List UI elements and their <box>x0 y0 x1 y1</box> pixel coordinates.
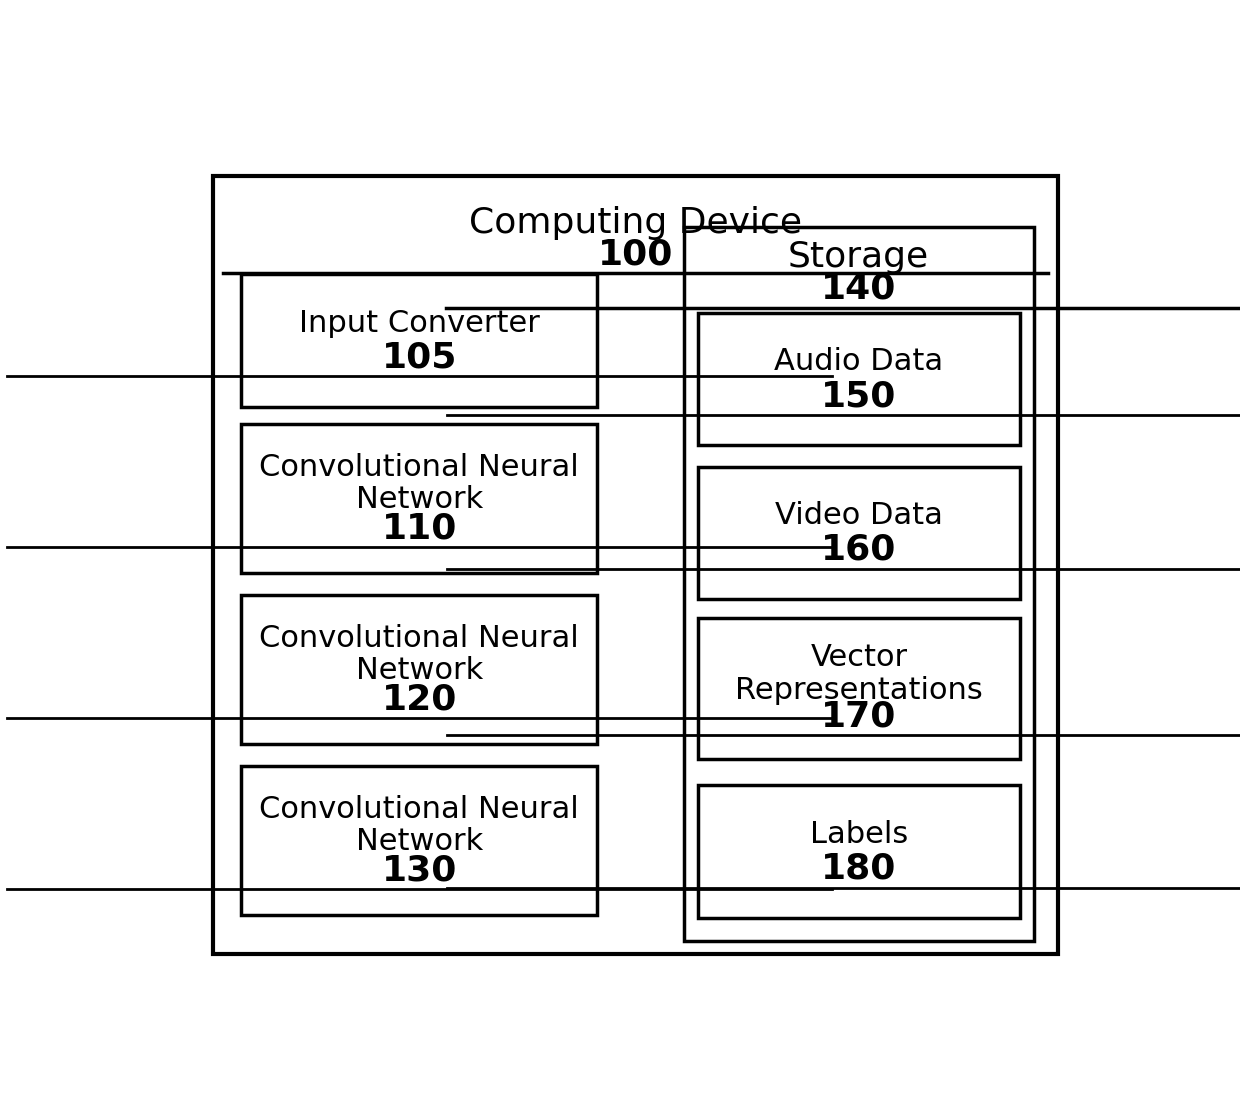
Text: Convolutional Neural: Convolutional Neural <box>259 453 579 482</box>
Text: Audio Data: Audio Data <box>774 347 944 376</box>
Bar <box>242 766 596 916</box>
Bar <box>698 466 1019 599</box>
Text: Video Data: Video Data <box>775 501 942 531</box>
Bar <box>698 786 1019 918</box>
Text: 180: 180 <box>821 851 897 886</box>
Text: Network: Network <box>356 656 482 685</box>
Text: 170: 170 <box>821 699 897 734</box>
Text: 105: 105 <box>382 341 458 375</box>
Text: Convolutional Neural: Convolutional Neural <box>259 624 579 653</box>
Text: Representations: Representations <box>735 676 983 705</box>
Bar <box>698 618 1019 759</box>
Bar <box>242 424 596 574</box>
Text: 120: 120 <box>382 683 458 716</box>
Text: Vector: Vector <box>811 644 908 673</box>
Bar <box>213 176 1058 953</box>
Text: 160: 160 <box>821 533 897 567</box>
Text: Input Converter: Input Converter <box>299 309 539 337</box>
Text: Network: Network <box>356 827 482 856</box>
Text: 150: 150 <box>821 380 897 413</box>
Text: Convolutional Neural: Convolutional Neural <box>259 795 579 824</box>
Text: Computing Device: Computing Device <box>469 206 802 240</box>
Text: Network: Network <box>356 485 482 514</box>
Bar <box>242 595 596 745</box>
Text: 130: 130 <box>382 854 458 887</box>
Bar <box>683 228 1034 941</box>
Text: 140: 140 <box>821 272 897 305</box>
Bar <box>698 313 1019 445</box>
Text: Storage: Storage <box>787 240 929 274</box>
Text: 100: 100 <box>598 238 673 272</box>
Text: 110: 110 <box>382 512 458 545</box>
Text: Labels: Labels <box>810 820 908 849</box>
Bar <box>242 274 596 406</box>
